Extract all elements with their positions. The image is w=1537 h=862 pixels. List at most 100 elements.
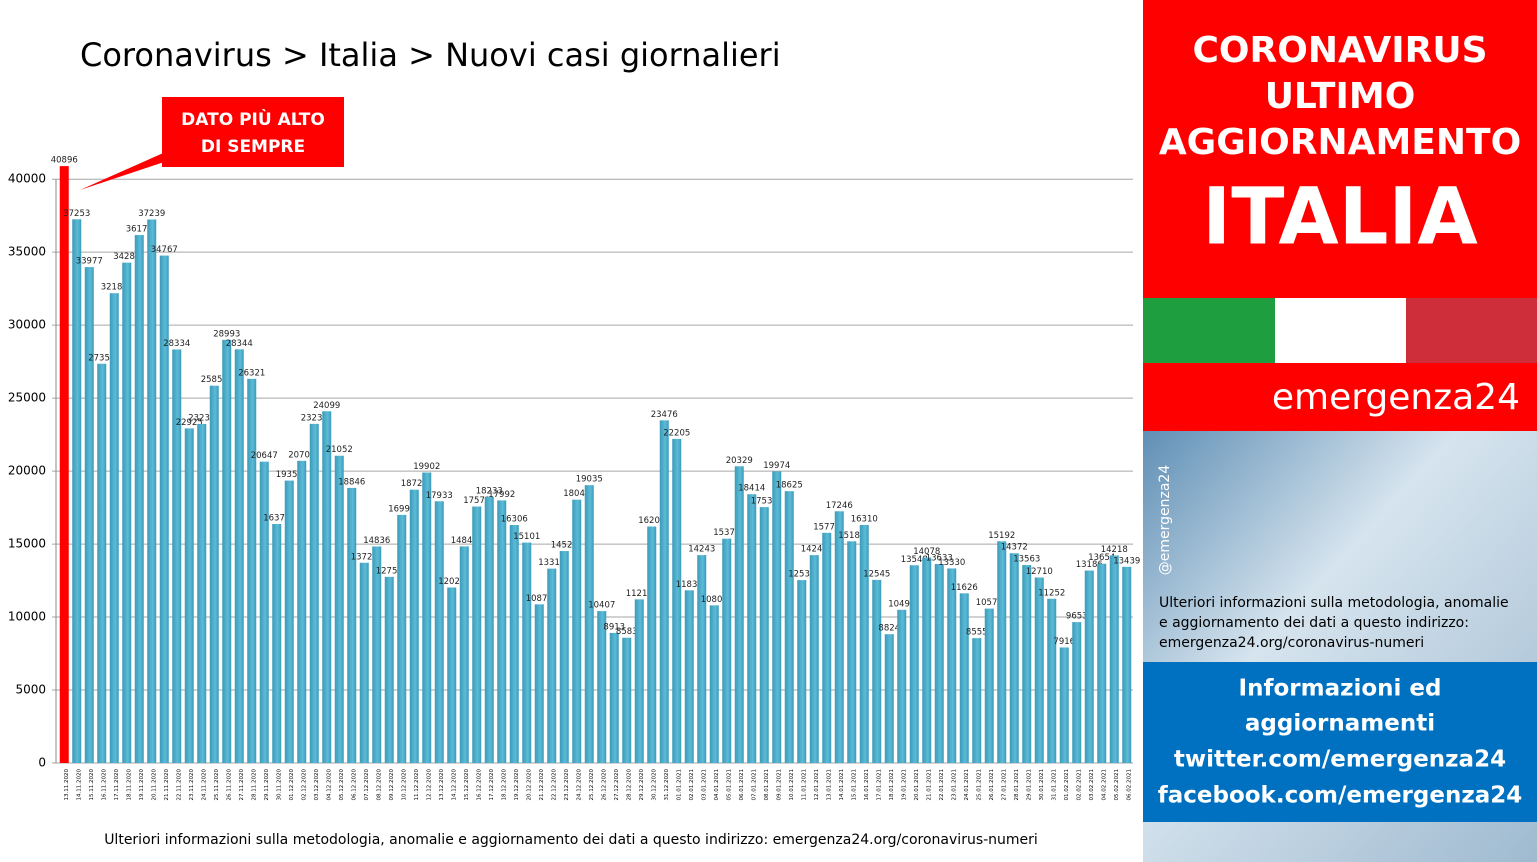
flag-red [1406, 298, 1537, 363]
value-label: 10497 [888, 599, 915, 609]
x-tick-label: 17.01.2021 [876, 769, 882, 801]
value-label: 21052 [326, 445, 353, 455]
x-tick-label: 06.02.2021 [1126, 769, 1132, 801]
x-tick-label: 20.11.2020 [151, 769, 157, 801]
bar [334, 455, 344, 763]
bar [672, 438, 682, 763]
x-tick-label: 11.01.2021 [801, 769, 807, 801]
bar [659, 420, 669, 763]
x-tick-label: 09.12.2020 [389, 769, 395, 801]
value-label: 8913 [603, 622, 625, 632]
x-tick-label: 18.01.2021 [889, 769, 895, 801]
bar [597, 611, 607, 763]
x-tick-label: 17.11.2020 [114, 769, 120, 801]
y-tick-label: 5000 [15, 683, 46, 697]
bar [609, 632, 619, 763]
bar [322, 411, 332, 763]
country: ITALIA [1202, 172, 1478, 262]
callout: DATO PIÙ ALTO DI SEMPRE [80, 97, 344, 190]
bar [1084, 570, 1094, 763]
y-tick-label: 20000 [8, 464, 46, 478]
value-label: 36173 [126, 225, 153, 235]
x-tick-label: 29.12.2020 [639, 769, 645, 801]
x-tick-label: 19.01.2021 [901, 769, 907, 801]
bar [122, 262, 132, 763]
x-tick-label: 01.02.2021 [1064, 769, 1070, 801]
heading: CORONAVIRUS [1192, 30, 1487, 71]
x-tick-label: 27.11.2020 [239, 769, 245, 801]
bar [347, 487, 357, 763]
value-label: 14241 [801, 545, 828, 555]
handle: @emergenza24 [1157, 465, 1173, 576]
x-tick-label: 01.12.2020 [289, 769, 295, 801]
x-tick-label: 03.02.2021 [1089, 769, 1095, 801]
bar [822, 532, 832, 763]
value-label: 13720 [351, 552, 378, 562]
x-tick-label: 08.01.2021 [764, 769, 770, 801]
value-label: 37253 [63, 209, 90, 219]
value-label: 34283 [113, 252, 140, 262]
bar [847, 541, 857, 763]
x-tick-label: 30.12.2020 [651, 769, 657, 801]
value-label: 16202 [638, 516, 665, 526]
bar [934, 564, 944, 763]
value-label: 19035 [576, 475, 603, 485]
value-label: 17246 [826, 501, 853, 511]
footnote: Ulteriori informazioni sulla metodologia… [104, 832, 1038, 848]
header-box [1143, 0, 1537, 298]
x-tick-label: 02.12.2020 [301, 769, 307, 801]
value-label: 20647 [251, 451, 278, 461]
x-tick-label: 02.01.2021 [689, 769, 695, 801]
x-tick-label: 10.12.2020 [401, 769, 407, 801]
value-label: 9653 [1066, 612, 1088, 622]
value-label: 12545 [863, 569, 890, 579]
x-tick-label: 21.01.2021 [926, 769, 932, 801]
value-label: 12710 [1026, 567, 1053, 577]
bar [734, 466, 744, 763]
x-tick-label: 28.01.2021 [1014, 769, 1020, 801]
bar [472, 506, 482, 763]
bar [722, 538, 732, 763]
x-tick-label: 24.11.2020 [201, 769, 207, 801]
value-label: 23236 [301, 413, 328, 423]
bar [134, 235, 144, 763]
value-label: 19350 [276, 470, 303, 480]
flag-green [1143, 298, 1275, 363]
bar [222, 339, 232, 763]
bar [797, 580, 807, 763]
x-tick-label: 14.01.2021 [839, 769, 845, 801]
bar [984, 608, 994, 763]
bar [759, 507, 769, 763]
x-tick-label: 02.02.2021 [1076, 769, 1082, 801]
x-tick-label: 16.01.2021 [864, 769, 870, 801]
value-label: 15370 [713, 528, 740, 538]
callout-text: DATO PIÙ ALTO DI SEMPRE [181, 108, 325, 157]
x-tick-label: 07.12.2020 [364, 769, 370, 801]
bar [522, 542, 532, 763]
x-tick-label: 06.01.2021 [739, 769, 745, 801]
bar [272, 524, 282, 763]
bar [197, 423, 207, 763]
value-label: 14078 [913, 547, 940, 557]
bar [684, 590, 694, 763]
info-line: emergenza24.org/coronavirus-numeri [1159, 635, 1424, 651]
value-label: 13318 [538, 558, 565, 568]
x-tick-label: 11.12.2020 [414, 769, 420, 801]
value-label: 13330 [938, 558, 965, 568]
value-label: 12755 [376, 566, 403, 576]
x-tick-label: 13.01.2021 [826, 769, 832, 801]
value-label: 18414 [738, 484, 765, 494]
bar [234, 349, 244, 763]
value-label: 10578 [976, 598, 1003, 608]
bar [397, 514, 407, 763]
bar [872, 579, 882, 763]
value-label: 28993 [213, 329, 240, 339]
x-tick-label: 13.11.2020 [64, 769, 70, 801]
x-tick-label: 22.12.2020 [551, 769, 557, 801]
x-tick-label: 26.12.2020 [601, 769, 607, 801]
x-tick-label: 05.02.2021 [1114, 769, 1120, 801]
x-tick-label: 03.12.2020 [314, 769, 320, 801]
x-tick-label: 06.12.2020 [351, 769, 357, 801]
bar [59, 166, 69, 763]
bar [147, 219, 157, 764]
